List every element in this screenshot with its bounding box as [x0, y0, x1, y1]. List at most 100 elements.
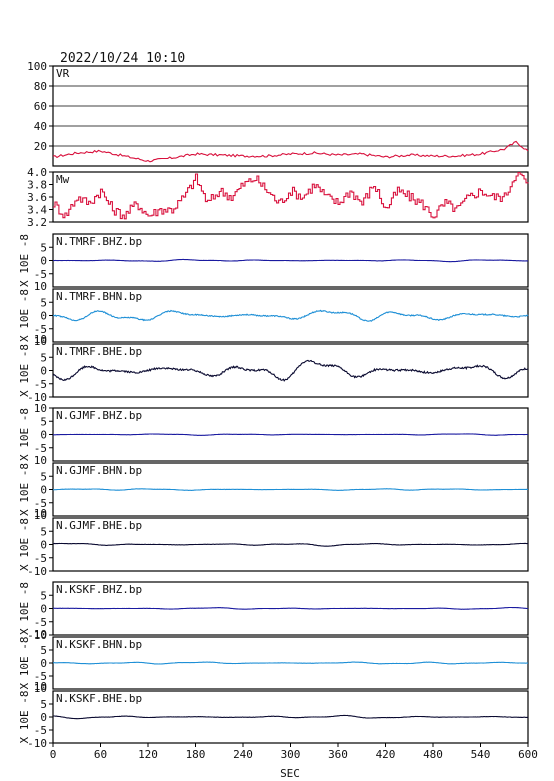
y-corner-label: 10 — [34, 507, 47, 520]
y-axis-label: X 10E -8 — [18, 691, 31, 744]
x-tick-label: 120 — [138, 748, 158, 761]
panel-10: 50-5-10 10 N.KSKF.BHE.bp X 10E -8 — [18, 682, 529, 750]
y-axis-label: X 10E -8 — [18, 463, 31, 516]
panel-label: N.KSKF.BHN.bp — [56, 638, 142, 651]
y-tick-label: 5 — [40, 589, 47, 602]
y-tick-label: 3.8 — [27, 179, 47, 192]
chart-panels: 10080604020VR4.03.83.63.43.2Mw50-5N.TMRF… — [18, 60, 529, 750]
panel-label: N.TMRF.BHN.bp — [56, 290, 142, 303]
y-tick-label: -5 — [34, 497, 47, 510]
panel-8: 50-5-10 N.KSKF.BHZ.bp X 10E -8 — [18, 581, 529, 642]
y-tick-label: -5 — [34, 323, 47, 336]
header-datetime: 2022/10/24 10:10 — [60, 51, 185, 66]
y-axis-label: X 10E -8 — [18, 234, 31, 287]
series-line — [52, 488, 528, 491]
y-tick-label: 10 — [34, 402, 47, 415]
panel-label: VR — [56, 67, 70, 80]
y-tick-label: -5 — [34, 724, 47, 737]
y-corner-label: 10 — [34, 682, 47, 695]
y-axis-label: X 10E -8 — [18, 582, 31, 635]
panel-label: N.GJMF.BHN.bp — [56, 464, 142, 477]
y-tick-label: -5 — [34, 552, 47, 565]
y-tick-label: 80 — [34, 80, 47, 93]
y-axis-label: X 10E -8 — [18, 518, 31, 571]
y-corner-label: 10 — [34, 509, 47, 522]
y-tick-label: 0 — [40, 539, 47, 552]
y-tick-label: -10 — [27, 737, 47, 750]
x-tick-label: 540 — [471, 748, 491, 761]
y-tick-label: 0 — [40, 603, 47, 616]
series-line — [52, 140, 529, 163]
x-tick-label: 420 — [376, 748, 396, 761]
y-corner-label: 10 — [34, 280, 47, 293]
x-tick-label: 360 — [328, 748, 348, 761]
y-tick-label: 0 — [40, 255, 47, 268]
y-tick-label: 5 — [40, 296, 47, 309]
y-tick-label: 3.2 — [27, 216, 47, 229]
series-line — [53, 606, 528, 610]
panel-label: N.GJMF.BHZ.bp — [56, 409, 142, 422]
panel-frame — [52, 171, 529, 223]
panel-label: N.GJMF.BHE.bp — [56, 519, 142, 532]
panel-2: 50-5 N.TMRF.BHZ.bp X 10E -8 — [18, 233, 529, 288]
y-tick-label: 5 — [40, 351, 47, 364]
y-axis-label: X 10E -8 — [18, 408, 31, 461]
y-axis-label: X 10E -8 — [18, 637, 31, 690]
panel-label: N.KSKF.BHZ.bp — [56, 583, 142, 596]
panel-0: 100 80 60 40 20 VR — [27, 60, 529, 167]
panel-7: 50-5-10 10 N.GJMF.BHE.bp X 10E -8 — [18, 509, 529, 578]
y-tick-label: -10 — [27, 391, 47, 404]
y-axis-label: X 10E -8 — [18, 289, 31, 342]
y-corner-label: 10 — [34, 628, 47, 641]
x-tick-label: 240 — [233, 748, 253, 761]
y-tick-label: -5 — [34, 616, 47, 629]
y-tick-label: 3.4 — [27, 204, 47, 217]
y-tick-label: -5 — [34, 442, 47, 455]
x-tick-label: 600 — [518, 748, 538, 761]
series-line — [52, 661, 529, 665]
x-tick-label: 0 — [50, 748, 57, 761]
panel-label: N.KSKF.BHE.bp — [56, 692, 142, 705]
series-line — [52, 433, 528, 436]
y-tick-label: 0 — [40, 310, 47, 323]
x-tick-label: 60 — [94, 748, 107, 761]
y-tick-label: -10 — [27, 629, 47, 642]
y-corner-label: 10 — [34, 680, 47, 693]
x-tick-label: 300 — [281, 748, 301, 761]
y-tick-label: 5 — [40, 525, 47, 538]
y-tick-label: 5 — [40, 644, 47, 657]
y-corner-label: 10 — [34, 333, 47, 346]
y-tick-label: 4.0 — [27, 166, 47, 179]
y-tick-label: 5 — [40, 241, 47, 254]
series-line — [53, 714, 529, 720]
y-tick-label: 0 — [40, 365, 47, 378]
series-line — [53, 258, 529, 263]
y-tick-label: -5 — [34, 268, 47, 281]
y-axis-label: X 10E -8 — [18, 344, 31, 397]
y-tick-label: 20 — [34, 140, 47, 153]
x-axis-label: SEC — [280, 767, 300, 780]
y-corner-label: 10 — [34, 335, 47, 348]
y-tick-label: 0 — [40, 484, 47, 497]
panel-1: 4.03.83.63.43.2 Mw — [27, 166, 529, 229]
y-tick-label: 5 — [40, 415, 47, 428]
panel-4: 50-5-10 10 N.TMRF.BHE.bp X 10E -8 — [18, 335, 529, 404]
y-tick-label: -10 — [27, 565, 47, 578]
y-tick-label: 0 — [40, 711, 47, 724]
panel-label: Mw — [56, 173, 70, 186]
y-tick-label: 0 — [40, 657, 47, 670]
series-line — [52, 542, 529, 547]
panel-frame — [52, 65, 529, 167]
series-line — [52, 359, 529, 382]
y-tick-label: -5 — [34, 670, 47, 683]
series-line — [53, 171, 529, 220]
y-tick-label: -5 — [34, 378, 47, 391]
y-tick-label: 0 — [40, 429, 47, 442]
x-axis: 0 60 120 180 240 300 360 420 480 540 600 — [50, 743, 538, 761]
y-tick-label: 100 — [27, 60, 47, 73]
